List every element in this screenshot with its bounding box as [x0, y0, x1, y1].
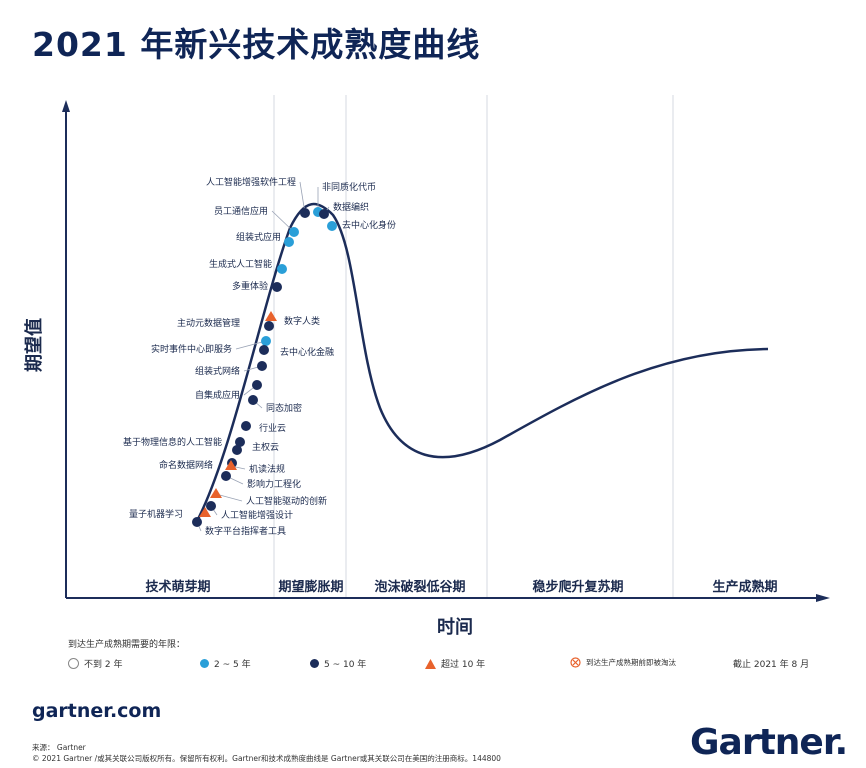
tech-label: 数字平台指挥者工具	[205, 525, 286, 537]
y-axis-label: 期望值	[23, 318, 45, 372]
phase-label-plateau: 生产成熟期	[712, 579, 777, 595]
tech-label: 多重体验	[232, 280, 268, 292]
tech-marker-circle	[241, 421, 251, 431]
tech-label: 去中心化金融	[280, 346, 334, 358]
tech-marker-circle	[248, 395, 258, 405]
site-link[interactable]: gartner.com	[32, 700, 162, 722]
tech-label: 组装式网络	[195, 365, 240, 377]
legend-label: 2 ~ 5 年	[214, 660, 251, 670]
x-axis-label: 时间	[437, 617, 473, 638]
tech-marker-triangle	[199, 507, 211, 517]
leader-line	[299, 181, 306, 214]
legend-marker	[200, 659, 209, 668]
legend-label: 不到 2 年	[84, 660, 123, 670]
leader-line	[235, 340, 267, 350]
page-title: 2021 年新兴技术成熟度曲线	[32, 25, 481, 64]
tech-marker-triangle	[210, 488, 222, 498]
leader-line	[215, 493, 243, 502]
tech-label: 机读法规	[249, 463, 285, 475]
tech-label: 组装式应用	[236, 231, 281, 243]
tech-label: 人工智能驱动的创新	[246, 495, 327, 507]
tech-label: 命名数据网络	[159, 459, 213, 471]
legend-label: 到达生产成熟期前即被淘汰	[586, 658, 676, 667]
tech-marker-circle	[272, 282, 282, 292]
tech-marker-circle	[257, 361, 267, 371]
legend-item: 到达生产成熟期前即被淘汰	[570, 657, 676, 668]
leader-line	[271, 210, 295, 233]
y-axis-arrow	[62, 100, 70, 112]
legend-item: 不到 2 年	[68, 657, 122, 670]
tech-marker-triangle	[265, 311, 277, 321]
tech-label: 非同质化代币	[322, 181, 376, 193]
legend-label: 超过 10 年	[441, 660, 486, 670]
tech-label: 去中心化身份	[342, 219, 396, 231]
phase-label-trigger: 技术萌芽期	[145, 579, 210, 595]
tech-label: 主权云	[252, 441, 279, 453]
tech-marker-circle	[327, 221, 337, 231]
x-axis-arrow	[816, 594, 830, 602]
tech-marker-circle	[300, 208, 310, 218]
tech-marker-circle	[232, 445, 242, 455]
tech-marker-circle	[206, 501, 216, 511]
tech-marker-triangle	[225, 460, 237, 470]
tech-label: 人工智能增强设计	[221, 509, 293, 521]
tech-label: 影响力工程化	[247, 478, 301, 490]
tech-label: 实时事件中心即服务	[151, 343, 232, 355]
tech-marker-circle	[289, 227, 299, 237]
legend-marker	[425, 658, 436, 669]
tech-marker-circle	[284, 237, 294, 247]
legend-item: 2 ~ 5 年	[200, 657, 251, 670]
tech-label: 生成式人工智能	[209, 258, 272, 270]
legend-date-text: 截止 2021 年 8 月	[733, 660, 810, 670]
hype-curve	[194, 202, 769, 524]
legend-marker	[310, 659, 319, 668]
tech-marker-circle	[235, 437, 245, 447]
gartner-logo: Gartner.	[690, 722, 848, 763]
tech-label: 员工通信应用	[214, 205, 268, 217]
source-note: 来源： Gartner	[32, 743, 86, 752]
tech-marker-circle	[252, 380, 262, 390]
legend-title: 到达生产成熟期需要的年限：	[68, 640, 186, 650]
tech-marker-circle	[259, 345, 269, 355]
legend-item: 超过 10 年	[425, 657, 485, 670]
phase-label-trough: 泡沫破裂低谷期	[374, 579, 465, 595]
tech-label: 数字人类	[284, 315, 320, 327]
tech-marker-circle	[277, 264, 287, 274]
tech-label: 人工智能增强软件工程	[206, 176, 296, 188]
tech-marker-circle	[221, 471, 231, 481]
tech-label: 主动元数据管理	[177, 317, 240, 329]
tech-label: 同态加密	[266, 402, 302, 414]
legend-item: 5 ~ 10 年	[310, 657, 366, 670]
tech-marker-circle	[261, 336, 271, 346]
tech-marker-circle	[192, 517, 202, 527]
tech-label: 基于物理信息的人工智能	[123, 436, 222, 448]
phase-label-slope: 稳步爬升复苏期	[532, 579, 623, 595]
copyright-note: © 2021 Gartner /或其关联公司版权所有。保留所有权利。Gartne…	[32, 754, 501, 763]
tech-label: 自集成应用	[195, 389, 240, 401]
tech-label: 行业云	[259, 422, 286, 434]
legend-label: 5 ~ 10 年	[324, 660, 367, 670]
tech-marker-circle	[264, 321, 274, 331]
phase-label-peak: 期望膨胀期	[278, 579, 343, 595]
tech-marker-circle	[319, 209, 329, 219]
obsolete-icon	[570, 657, 581, 668]
tech-label: 数据编织	[333, 201, 369, 213]
legend-date: 截止 2021 年 8 月	[733, 657, 809, 670]
tech-label: 量子机器学习	[129, 508, 183, 520]
legend-marker	[68, 658, 79, 669]
